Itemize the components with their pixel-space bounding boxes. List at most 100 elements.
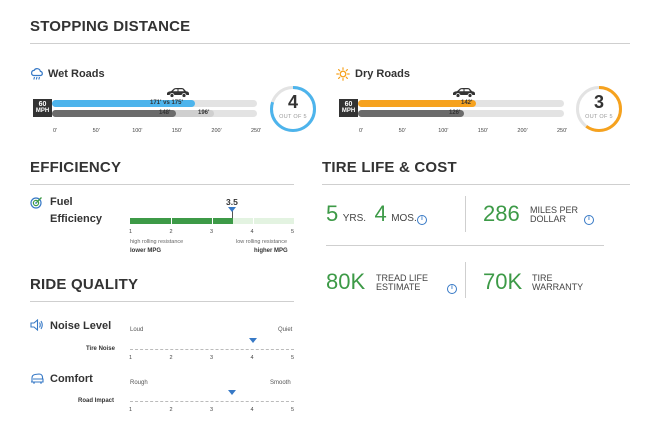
tread-life-number: 80K — [326, 269, 366, 294]
sun-icon — [336, 67, 350, 81]
noise-scale-line — [130, 349, 294, 350]
miles-number: 286 — [483, 201, 520, 226]
tick-label: 3 — [210, 229, 214, 235]
noise-row-label: Tire Noise — [86, 346, 115, 352]
tread-unit-2: ESTIMATE — [376, 282, 421, 292]
warranty-number: 70K — [483, 269, 523, 294]
fuel-divider — [253, 218, 254, 224]
wet-bar1-label: 171' vs 175' — [150, 100, 183, 106]
tick-label: 150' — [477, 128, 489, 134]
speaker-icon — [30, 319, 43, 331]
dry-bar2-label: 126' — [449, 110, 461, 116]
wet-score-ring — [270, 86, 316, 132]
mph-badge: 60 MPH — [339, 99, 358, 117]
tick-label: 100' — [132, 128, 143, 134]
comfort-marker — [228, 390, 237, 395]
tick-label: 1 — [129, 355, 133, 361]
tick-label: 3 — [210, 407, 214, 413]
fuel-divider — [171, 218, 172, 224]
dry-score-ring — [576, 86, 622, 132]
fuel-gauge-icon — [30, 197, 42, 209]
warranty-unit-2: WARRANTY — [532, 282, 584, 292]
comfort-label: Comfort — [50, 373, 93, 385]
tick-label: 150' — [171, 128, 183, 134]
info-icon[interactable]: i — [584, 215, 594, 225]
miles-unit-1: MILES PER — [530, 205, 579, 215]
tick-label: 4 — [250, 355, 254, 361]
dry-score-value: 3 — [593, 92, 604, 112]
fuel-label-line2: Efficiency — [50, 213, 102, 225]
tick-label: 1 — [129, 229, 133, 235]
vertical-divider — [465, 196, 466, 232]
info-icon[interactable]: i — [447, 284, 457, 294]
wet-score-value: 4 — [287, 92, 298, 112]
stopping-distance-title: STOPPING DISTANCE — [30, 18, 191, 35]
row-divider — [326, 245, 604, 246]
info-icon[interactable]: i — [417, 215, 427, 225]
tick-label: 200' — [211, 128, 222, 134]
fuel-marker-line — [232, 207, 233, 218]
dry-bar1-fill — [358, 100, 476, 107]
tick-label: 5 — [291, 229, 295, 235]
tick-label: 3 — [210, 355, 214, 361]
tick-label: 200' — [517, 128, 528, 134]
tick-label: 2 — [169, 355, 173, 361]
warranty-unit-1: TIRE — [532, 273, 553, 283]
car-seat-icon — [31, 373, 44, 384]
car-icon — [453, 88, 475, 98]
fuel-high-caption: low rolling resistance — [236, 239, 288, 245]
tire-life-years: 5 YRS. 4 MOS. — [326, 201, 417, 227]
dry-roads-label: Dry Roads — [355, 68, 411, 80]
fuel-high-label: higher MPG — [254, 248, 288, 254]
miles-unit-2: DOLLAR — [530, 214, 567, 224]
car-icon — [167, 88, 189, 98]
dry-bar1-label: 142' — [461, 100, 473, 106]
tick-label: 2 — [169, 229, 173, 235]
comfort-low-label: Rough — [130, 380, 148, 386]
mph-badge: 60 MPH — [33, 99, 52, 117]
tick-label: 2 — [169, 407, 173, 413]
tread-unit-1: TREAD LIFE — [376, 273, 429, 283]
comfort-scale-line — [130, 401, 294, 402]
noise-marker — [248, 338, 257, 343]
years-unit: YRS. — [342, 213, 367, 224]
fuel-marker — [228, 207, 236, 212]
tick-label: 50' — [92, 128, 100, 134]
vertical-divider — [465, 262, 466, 298]
noise-low-label: Loud — [130, 327, 144, 333]
comfort-high-label: Smooth — [270, 380, 291, 386]
tick-label: 0' — [359, 128, 364, 134]
efficiency-title: EFFICIENCY — [30, 159, 122, 176]
dry-bar2-fill — [358, 110, 464, 117]
tick-label: 250' — [251, 128, 262, 134]
tick-label: 5 — [291, 407, 295, 413]
tick-label: 4 — [250, 407, 254, 413]
fuel-fill — [130, 218, 233, 224]
section-divider — [30, 43, 630, 44]
tick-label: 5 — [291, 355, 295, 361]
wet-bar2-right-label: 196' — [198, 110, 210, 116]
tick-label: 50' — [398, 128, 406, 134]
wet-bar1-fill — [52, 100, 195, 107]
years-number: 5 — [326, 201, 339, 226]
ride-quality-title: RIDE QUALITY — [30, 276, 139, 293]
wet-bar2-fill — [52, 110, 176, 117]
months-unit: MOS. — [391, 213, 417, 224]
tick-label: 0' — [53, 128, 58, 134]
fuel-low-caption: high rolling resistance — [130, 239, 184, 245]
fuel-label-line1: Fuel — [50, 196, 73, 208]
wet-bar2-left-label: 148' — [159, 110, 171, 116]
comfort-row-label: Road Impact — [78, 398, 115, 404]
wet-score-out-of: OUT OF 5 — [279, 114, 307, 120]
section-divider — [30, 184, 294, 185]
tick-label: 1 — [129, 407, 133, 413]
fuel-low-label: lower MPG — [130, 248, 162, 254]
dry-score-out-of: OUT OF 5 — [585, 114, 613, 120]
noise-level-label: Noise Level — [50, 320, 112, 332]
tire-life-title: TIRE LIFE & COST — [322, 159, 457, 176]
wet-roads-label: Wet Roads — [48, 68, 105, 80]
section-divider — [30, 301, 294, 302]
noise-high-label: Quiet — [278, 327, 293, 333]
fuel-divider — [212, 218, 213, 224]
tick-label: 4 — [250, 229, 254, 235]
